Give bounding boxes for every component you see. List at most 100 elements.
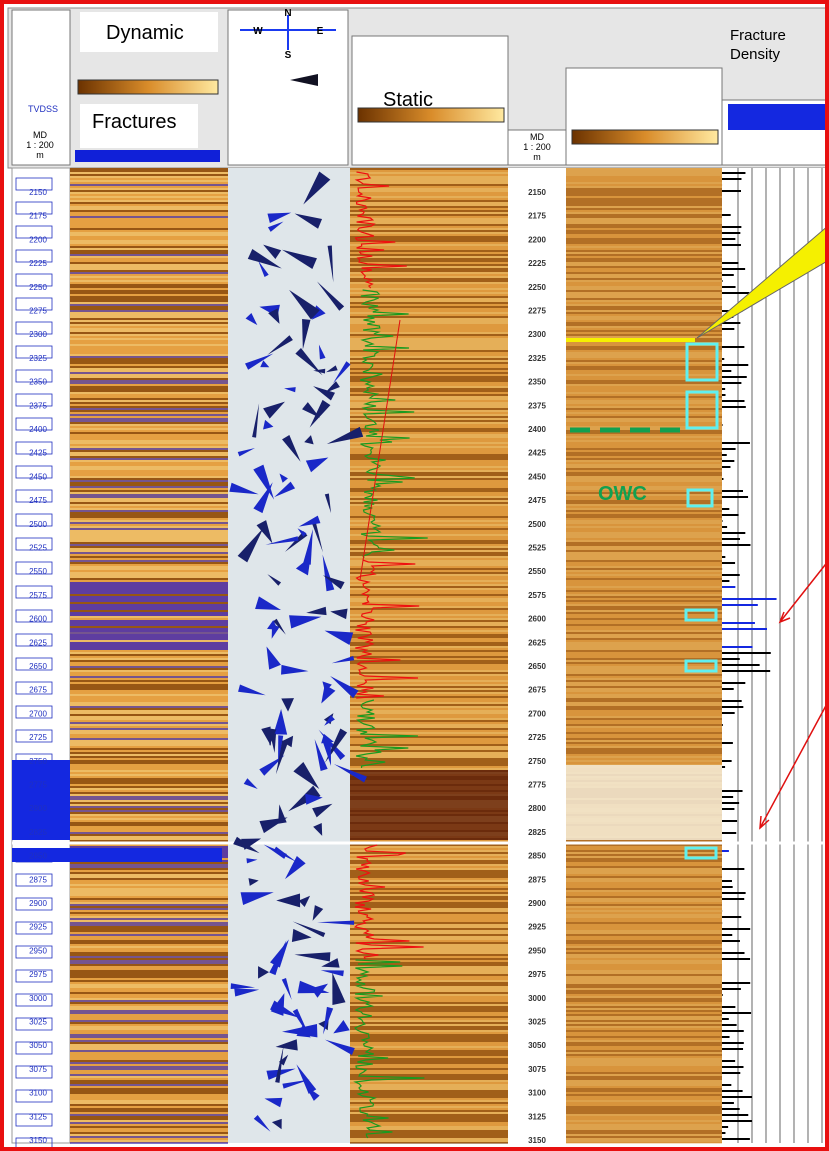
density-bar [722,1102,734,1104]
well-log: N W E S TVDSS MD 1 : 200 m MD 1 : 200 m … [0,0,829,1151]
image-stripe [70,1060,228,1062]
image-stripe [350,730,508,732]
image-stripe [70,1008,228,1010]
image-stripe [350,768,508,770]
density-bar [722,982,750,984]
image-stripe [70,262,228,264]
image-stripe [350,174,508,176]
image-stripe [70,1042,228,1044]
color-scale [78,80,218,94]
image-stripe [350,588,508,590]
image-stripe [70,200,228,202]
depth-label: 2650 [528,662,546,671]
image-stripe [350,644,508,646]
image-stripe [566,1090,722,1092]
image-stripe [566,734,722,736]
image-stripe [350,254,508,256]
image-stripe [70,786,228,788]
image-stripe [566,548,722,550]
image-stripe [70,318,228,320]
image-stripe [70,754,228,756]
image-stripe [566,874,722,876]
image-stripe [350,1020,508,1022]
image-stripe [70,180,228,182]
image-stripe [70,602,228,604]
image-stripe [350,690,508,692]
density-bar [722,1006,735,1008]
image-stripe [70,406,228,408]
image-stripe [566,1124,722,1126]
image-stripe [350,476,508,478]
image-stripe [350,466,508,468]
image-stripe [70,1124,228,1126]
image-stripe [350,194,508,196]
image-stripe [70,632,228,634]
image-stripe [70,692,228,694]
image-stripe [350,926,508,928]
image-stripe [566,570,722,572]
image-stripe [566,440,722,442]
image-stripe [566,236,722,238]
image-stripe [350,282,508,284]
image-stripe [70,226,228,228]
image-stripe [566,194,722,196]
image-stripe [70,1052,228,1054]
image-stripe [70,440,228,442]
image-stripe [350,924,508,926]
image-stripe [566,908,722,910]
image-stripe [70,434,228,436]
depth-label: 2475 [29,496,47,505]
image-stripe [70,1104,228,1106]
image-stripe [70,234,228,236]
image-stripe [350,416,508,418]
image-stripe [70,1076,228,1078]
image-stripe [566,414,722,416]
image-stripe [70,1080,228,1082]
image-stripe [566,1076,722,1078]
depth-label: 2950 [29,946,47,955]
image-stripe [350,556,508,558]
image-stripe [350,626,508,628]
image-stripe [566,1014,722,1016]
image-stripe [70,1118,228,1120]
image-stripe [350,614,508,616]
image-stripe [70,366,228,368]
image-stripe [70,774,228,776]
image-stripe [70,560,228,562]
image-stripe [350,422,508,424]
image-stripe [70,696,228,698]
image-stripe [350,418,508,420]
image-stripe [70,292,228,294]
image-stripe [350,1140,508,1142]
image-stripe [70,1066,228,1068]
image-stripe [70,270,228,272]
header-bar [728,104,829,130]
image-stripe [350,978,508,980]
image-stripe [350,230,508,232]
image-stripe [566,1100,722,1102]
image-stripe [566,298,722,300]
image-stripe [70,238,228,240]
image-stripe [70,418,228,420]
depth-label: 2500 [29,520,47,529]
density-bar [722,724,723,726]
image-stripe [70,242,228,244]
image-stripe [70,194,228,196]
image-stripe [566,716,722,718]
image-stripe [566,866,722,868]
depth-label: 2800 [528,804,546,813]
image-stripe [70,438,228,440]
image-stripe [70,862,228,864]
image-stripe [70,806,228,808]
image-stripe [566,576,722,578]
image-stripe [70,616,228,618]
image-stripe [70,454,228,456]
image-stripe [350,210,508,212]
depth-label: 2775 [528,781,546,790]
image-stripe [566,616,722,618]
image-stripe [566,680,722,682]
depth-label: 2675 [29,686,47,695]
image-stripe [350,1082,508,1084]
tvd-label: TVDSS [28,104,58,114]
image-stripe [70,780,228,782]
